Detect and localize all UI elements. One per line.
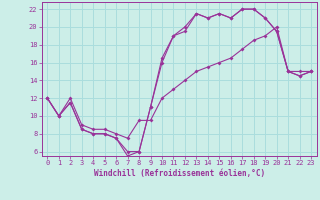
X-axis label: Windchill (Refroidissement éolien,°C): Windchill (Refroidissement éolien,°C) — [94, 169, 265, 178]
